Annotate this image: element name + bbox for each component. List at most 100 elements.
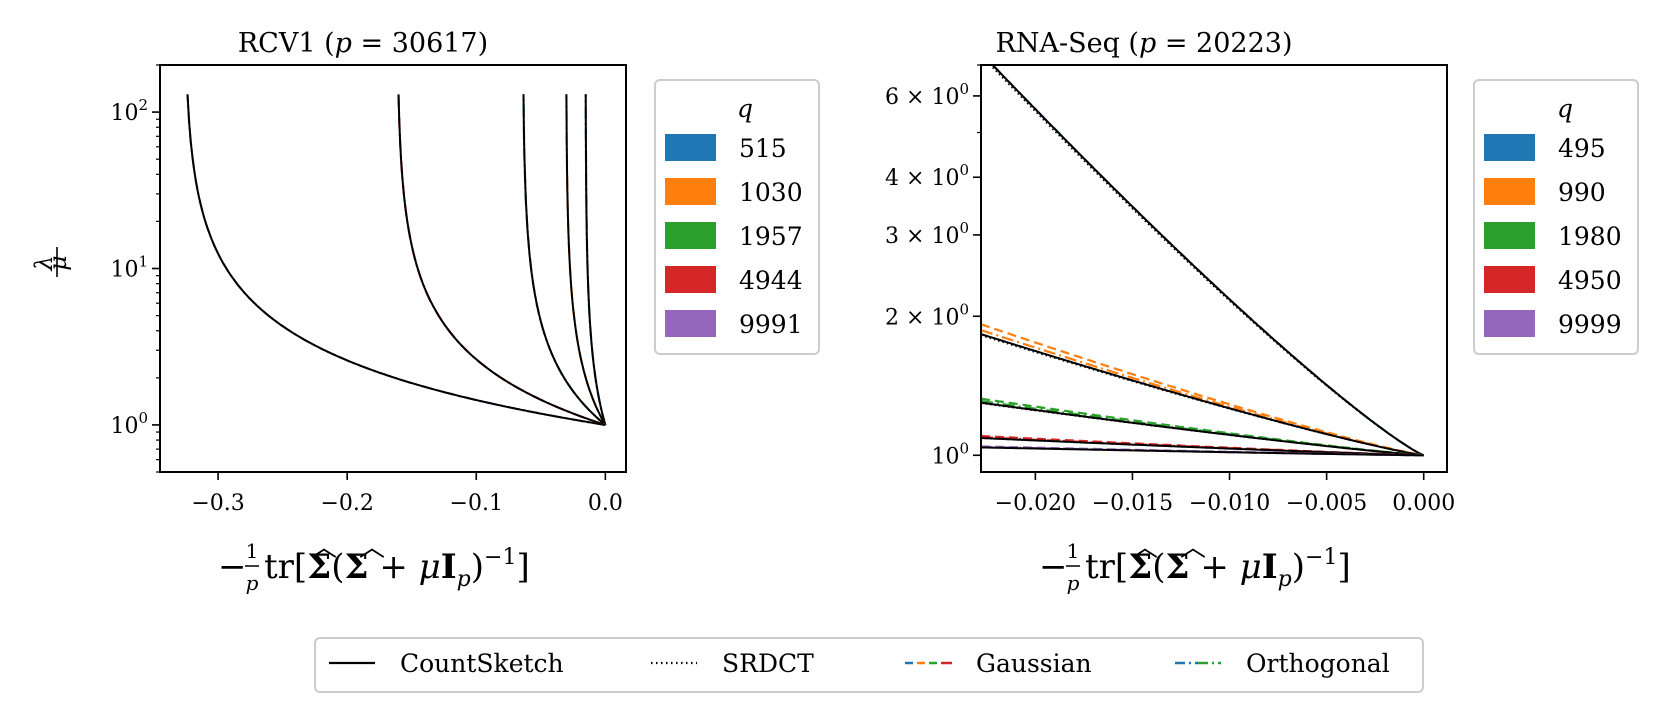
method-legend-box	[314, 637, 1424, 693]
rcv1-panel: RCV1 (p = 30617) −0.3 −0.2 −0.1 0.0 100 …	[30, 28, 627, 595]
rnaseq-countsketch-line-990	[981, 333, 1424, 457]
svg-text:λ: λ	[30, 255, 58, 271]
svg-text:1: 1	[246, 539, 259, 563]
svg-text:101: 101	[110, 253, 148, 283]
rnaseq-countsketch-line-1980	[981, 401, 1424, 457]
rcv1-countsketch-line-4944	[397, 94, 606, 426]
rnaseq-legend-swatch-1980	[1484, 222, 1535, 249]
svg-text:4 × 100: 4 × 100	[885, 161, 969, 191]
svg-text:6 × 100: 6 × 100	[885, 80, 969, 110]
gaussian-label: Gaussian	[976, 649, 1092, 678]
rcv1-legend-swatch-4944	[665, 266, 716, 293]
svg-text:0.0: 0.0	[588, 491, 623, 516]
svg-text:−0.015: −0.015	[1092, 491, 1173, 516]
svg-text:︿: ︿	[1180, 533, 1206, 563]
rcv1-ytick: 102	[110, 96, 160, 126]
svg-text:μ: μ	[44, 255, 72, 271]
legend-orthogonal: Orthogonal	[1175, 649, 1390, 678]
rnaseq-ytick: 3 × 100	[885, 219, 981, 249]
svg-text:1: 1	[1067, 539, 1080, 563]
rnaseq-legend-swatch-4950	[1484, 266, 1535, 293]
rnaseq-xtick: −0.010	[1189, 472, 1270, 516]
rcv1-legend-label-1957: 1957	[739, 222, 803, 251]
svg-text:−0.020: −0.020	[995, 491, 1076, 516]
rnaseq-legend-swatch-495	[1484, 134, 1535, 161]
rnaseq-ytick: 100	[931, 439, 981, 469]
method-legend: CountSketch SRDCT Gaussian Orthogonal	[314, 637, 1424, 693]
rcv1-orthogonal-line-1957	[522, 94, 606, 426]
rnaseq-legend-swatch-9999	[1484, 310, 1535, 337]
svg-text:102: 102	[110, 96, 148, 126]
svg-text:100: 100	[931, 439, 969, 469]
legend-srdct: SRDCT	[651, 649, 814, 678]
legend-gaussian: Gaussian	[905, 649, 1092, 678]
rnaseq-gaussian-line-990	[981, 323, 1424, 457]
rnaseq-countsketch-line-9999	[981, 446, 1424, 457]
rcv1-srdct-line-9991	[186, 94, 606, 426]
rnaseq-legend-title: q	[1557, 94, 1573, 123]
svg-text:−: −	[218, 547, 247, 587]
rnaseq-legend-label-495: 495	[1558, 134, 1606, 163]
rcv1-legend-swatch-9991	[665, 310, 716, 337]
svg-text:tr[Σ(Σ + μIp)−1]: tr[Σ(Σ + μIp)−1]	[264, 545, 530, 592]
rcv1-legend-swatch-515	[665, 134, 716, 161]
svg-text:3 × 100: 3 × 100	[885, 219, 969, 249]
rcv1-ylabel: μ λ λ	[30, 247, 72, 277]
rnaseq-legend-label-4950: 4950	[1558, 266, 1622, 295]
rcv1-legend: q 515 1030 1957 4944 9991	[654, 79, 820, 355]
rnaseq-legend-label-990: 990	[1558, 178, 1606, 207]
rcv1-orthogonal-line-9991	[186, 94, 606, 426]
rcv1-legend-label-4944: 4944	[739, 266, 803, 295]
rnaseq-xtick: −0.015	[1092, 472, 1173, 516]
rcv1-legend-label-515: 515	[739, 134, 787, 163]
legend-countsketch: CountSketch	[329, 649, 564, 678]
rnaseq-xlabel: − 1 p tr[Σ(Σ + μIp)−1] ︿ ︿	[1039, 533, 1351, 595]
rnaseq-countsketch-line-495	[991, 65, 1425, 457]
rnaseq-xtick: 0.000	[1392, 472, 1455, 516]
rcv1-xtick: 0.0	[588, 472, 623, 516]
rcv1-countsketch-line-1957	[522, 94, 606, 426]
rcv1-xtick: −0.1	[450, 472, 503, 516]
rcv1-series-group	[186, 94, 607, 426]
rnaseq-minor-ticks	[977, 64, 981, 134]
rcv1-xlabel: − 1 p tr[Σ(Σ + μIp)−1] ︿ ︿	[218, 533, 530, 595]
svg-text:2 × 100: 2 × 100	[885, 300, 969, 330]
svg-text:−: −	[1039, 547, 1068, 587]
rcv1-legend-swatch-1957	[665, 222, 716, 249]
rcv1-legend-title: q	[737, 94, 753, 123]
rnaseq-orthogonal-line-990	[981, 329, 1424, 457]
svg-text:p: p	[246, 571, 259, 595]
countsketch-label: CountSketch	[400, 649, 564, 678]
srdct-label: SRDCT	[722, 649, 814, 678]
svg-text:100: 100	[110, 409, 148, 439]
rnaseq-ytick: 6 × 100	[885, 80, 981, 110]
svg-text:︿: ︿	[1132, 533, 1158, 563]
rnaseq-legend-label-9999: 9999	[1558, 310, 1622, 339]
rnaseq-title: RNA-Seq (p = 20223)	[996, 28, 1293, 59]
svg-text:−0.010: −0.010	[1189, 491, 1270, 516]
rcv1-legend-label-9991: 9991	[739, 310, 803, 339]
svg-text:−0.005: −0.005	[1286, 491, 1367, 516]
rnaseq-xtick: −0.020	[995, 472, 1076, 516]
rcv1-ticks: −0.3 −0.2 −0.1 0.0 100 101 102	[110, 64, 623, 516]
rnaseq-legend-label-1980: 1980	[1558, 222, 1622, 251]
rcv1-srdct-line-1957	[522, 94, 606, 426]
rcv1-ytick: 100	[110, 409, 160, 439]
rcv1-legend-label-1030: 1030	[739, 178, 803, 207]
rcv1-countsketch-line-1030	[565, 94, 607, 426]
rcv1-legend-swatch-1030	[665, 178, 716, 205]
rnaseq-legend-swatch-990	[1484, 178, 1535, 205]
rnaseq-series-group	[981, 65, 1425, 457]
svg-text:0.000: 0.000	[1392, 491, 1455, 516]
svg-text:︿: ︿	[311, 533, 337, 563]
rcv1-orthogonal-line-4944	[397, 94, 606, 426]
rcv1-ytick: 101	[110, 253, 160, 283]
rcv1-srdct-line-4944	[397, 94, 606, 426]
rcv1-countsketch-line-515	[584, 94, 607, 426]
svg-text:tr[Σ(Σ + μIp)−1]: tr[Σ(Σ + μIp)−1]	[1085, 545, 1351, 592]
rcv1-xtick: −0.3	[191, 472, 245, 516]
svg-text:p: p	[1067, 571, 1080, 595]
rnaseq-axes-frame	[980, 64, 1448, 473]
rcv1-minor-ticks	[156, 64, 160, 473]
svg-text:−0.3: −0.3	[191, 491, 244, 516]
